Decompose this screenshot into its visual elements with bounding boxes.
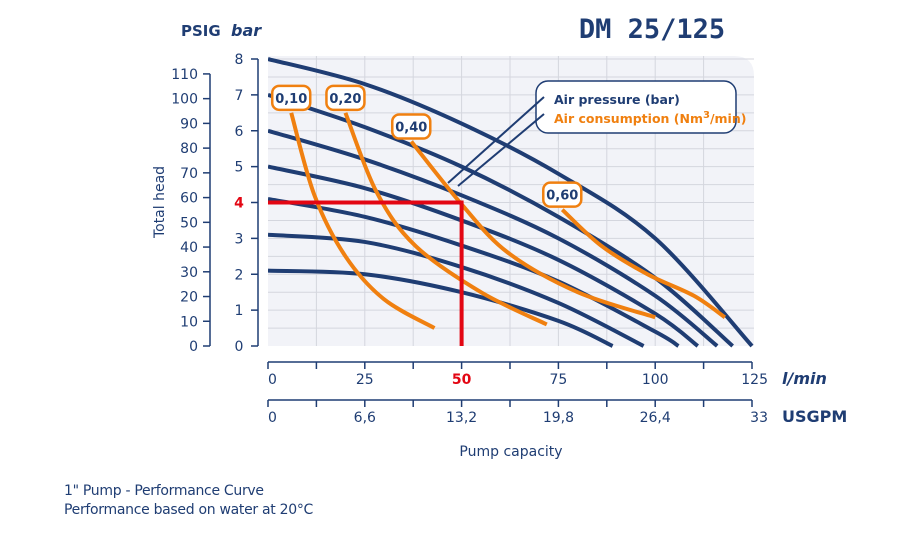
y-primary-tick-label: 110 bbox=[171, 67, 198, 83]
y-primary-tick-label: 60 bbox=[180, 191, 198, 207]
y-secondary-tick-label: 4 bbox=[234, 196, 244, 212]
y-secondary-tick-label: 3 bbox=[235, 231, 244, 247]
y-primary-tick-label: 30 bbox=[180, 265, 198, 281]
y-secondary-tick-label: 6 bbox=[235, 124, 244, 140]
chart-title: DM 25/125 bbox=[579, 14, 725, 45]
x-primary-tick-label: 25 bbox=[356, 372, 374, 388]
y-axis-label: Total head bbox=[152, 166, 168, 239]
y-secondary-unit: bar bbox=[231, 21, 262, 40]
x-secondary-tick-label: 13,2 bbox=[446, 410, 477, 426]
pressure-curve-p6 bbox=[268, 128, 719, 348]
y-primary-tick-label: 20 bbox=[180, 290, 198, 306]
footer-line-1: 1" Pump - Performance Curve bbox=[64, 483, 264, 499]
x-primary-tick-label: 50 bbox=[452, 372, 472, 388]
legend: Air pressure (bar) Air consumption (Nm3/… bbox=[447, 80, 746, 187]
series-labels: 0,10 0,20 0,40 0,60 bbox=[270, 84, 583, 208]
y-secondary-tick-label: 5 bbox=[235, 160, 244, 176]
x-secondary-tick-label: 33 bbox=[750, 410, 768, 426]
legend-leader-consumption bbox=[457, 113, 545, 187]
consumption-label-box bbox=[270, 84, 312, 112]
y-primary-tick-label: 100 bbox=[171, 92, 198, 108]
y-primary-tick-label: 10 bbox=[180, 314, 198, 330]
y-secondary-tick-label: 0 bbox=[235, 339, 244, 355]
y-secondary-tick-label: 2 bbox=[235, 267, 244, 283]
operating-point-guide bbox=[268, 200, 464, 346]
y-primary-tick-label: 80 bbox=[180, 141, 198, 157]
y-primary-tick-label: 40 bbox=[180, 240, 198, 256]
legend-leader-pressure bbox=[447, 96, 545, 184]
x-primary-tick-label: 100 bbox=[642, 372, 669, 388]
y-secondary-tick-label: 1 bbox=[235, 303, 244, 319]
consumption-curve-0-10 bbox=[289, 112, 436, 330]
y-primary-unit: PSIG bbox=[181, 22, 221, 40]
x-primary-tick-label: 0 bbox=[268, 372, 277, 388]
x-primary-unit: l/min bbox=[782, 369, 827, 388]
y-primary-tick-label: 0 bbox=[189, 339, 198, 355]
y-primary-tick-label: 50 bbox=[180, 215, 198, 231]
y-secondary-tick-label: 8 bbox=[235, 52, 244, 68]
operating-point-lines bbox=[268, 200, 464, 346]
consumption-label-box bbox=[542, 181, 583, 208]
legend-entry-pressure: Air pressure (bar) bbox=[554, 92, 680, 107]
x-secondary-tick-label: 19,8 bbox=[543, 410, 574, 426]
consumption-label-0-10: 0,10 bbox=[275, 92, 307, 107]
consumption-label-box bbox=[391, 113, 432, 140]
pressure-curve-p5 bbox=[268, 164, 700, 348]
x-secondary-tick-label: 0 bbox=[268, 410, 277, 426]
x-secondary-tick-label: 6,6 bbox=[354, 410, 376, 426]
pressure-curve-p7 bbox=[268, 92, 734, 348]
x-primary-tick-label: 125 bbox=[741, 372, 768, 388]
y-secondary-tick-label: 7 bbox=[235, 88, 244, 104]
x-axis-label: Pump capacity bbox=[459, 444, 562, 460]
consumption-label-box bbox=[325, 84, 366, 112]
consumption-curve-0-20 bbox=[343, 112, 548, 327]
legend-box bbox=[535, 80, 737, 134]
x-secondary-tick-label: 26,4 bbox=[640, 410, 671, 426]
legend-entry-consumption: Air consumption (Nm3/min) bbox=[554, 110, 746, 126]
consumption-label-0-40: 0,40 bbox=[395, 121, 427, 136]
x-primary-tick-label: 75 bbox=[549, 372, 567, 388]
consumption-curve-0-40 bbox=[409, 140, 656, 320]
consumption-label-0-20: 0,20 bbox=[329, 92, 361, 107]
consumption-curve-0-60 bbox=[560, 208, 727, 319]
consumption-label-0-60: 0,60 bbox=[546, 189, 578, 204]
y-primary-tick-label: 90 bbox=[180, 116, 198, 132]
pressure-curve-p8 bbox=[268, 57, 754, 348]
footer-line-2: Performance based on water at 20°C bbox=[64, 502, 314, 518]
x-secondary-unit: USGPM bbox=[782, 407, 847, 426]
pressure-curve-p4 bbox=[268, 196, 680, 348]
y-primary-tick-label: 70 bbox=[180, 166, 198, 182]
